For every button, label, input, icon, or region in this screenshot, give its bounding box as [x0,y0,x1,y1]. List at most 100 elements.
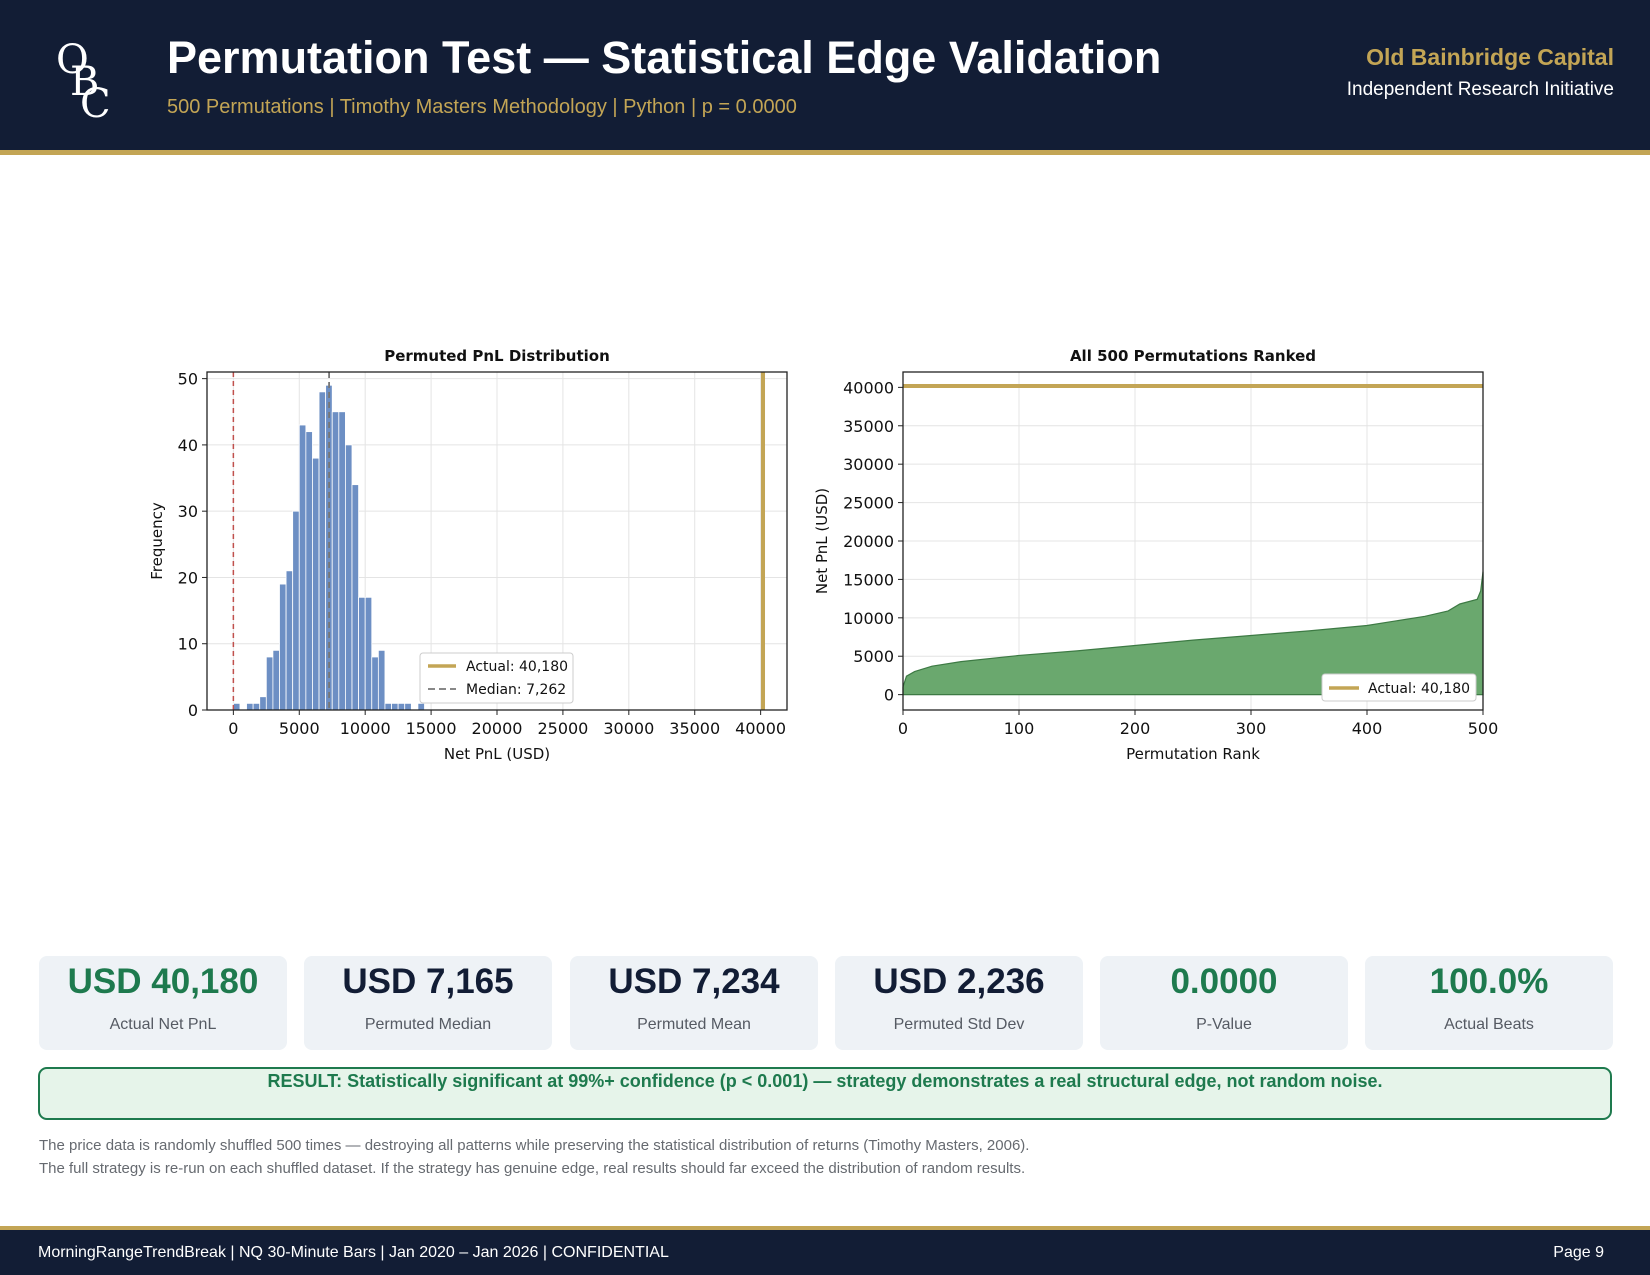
stat-label: Permuted Median [364,1016,492,1033]
stat-value: 100.0% [1429,962,1549,1001]
stat-card-actual-beats: 100.0% Actual Beats [1365,956,1613,1050]
result-banner [38,1067,1612,1120]
rank-y-tick-label: 25000 [843,494,894,513]
permuted-pnl-histogram: Permuted PnL Distribution 0 5000 10000 1500… [148,347,788,763]
hist-x-tick-label: 25000 [537,719,588,738]
hist-title: Permuted PnL Distribution [384,347,610,365]
histogram-bar [305,431,313,711]
rank-y-tick-label: 30000 [843,455,894,474]
stat-card-actual-net-pnl: USD 40,180 Actual Net PnL [39,956,287,1050]
stat-label: Actual Beats [1444,1016,1534,1033]
hist-x-tick-label: 0 [228,719,238,738]
stat-card-p-value: 0.0000 P-Value [1100,956,1348,1050]
logo-letter-b: B [70,59,100,105]
histogram-bar [331,411,340,711]
rank-x-tick-label: 200 [1120,719,1151,738]
obc-logo: O B C [50,37,120,124]
histogram-bar [272,649,280,711]
page-footer [0,1230,1650,1275]
histogram-bar [312,457,320,711]
ranked-pnl-area [902,571,1484,696]
rank-y-tick-label: 0 [884,686,894,705]
hist-y-tick-label: 30 [178,502,198,521]
histogram-bar [358,596,366,711]
stat-value: USD 40,180 [67,962,259,1001]
histogram-bar [417,702,425,711]
hist-y-tick-label: 10 [178,635,198,654]
histogram-bar [338,411,346,711]
histogram-bar [404,702,412,711]
page-header [0,0,1650,150]
histogram-bar [259,696,267,711]
rank-title: All 500 Permutations Ranked [1070,347,1316,365]
rank-legend: Actual: 40,180 [1321,673,1477,702]
histogram-bar [351,484,359,711]
footer-gold-rule [0,1226,1650,1230]
stat-card-permuted-median: USD 7,165 Permuted Median [304,956,552,1050]
hist-y-tick-label: 20 [178,568,198,587]
histogram-bar [371,656,379,711]
stat-label: Permuted Std Dev [893,1016,1025,1033]
hist-legend-median: Median: 7,262 [466,682,566,698]
hist-x-axis-label: Net PnL (USD) [444,745,550,763]
rank-y-tick-label: 5000 [853,647,894,666]
hist-x-tick-label: 40000 [735,719,786,738]
histogram-bar [364,596,373,711]
histogram-bar [232,702,241,711]
stat-value: 0.0000 [1170,962,1278,1001]
histogram-bar [285,570,294,711]
hist-y-tick-label: 40 [178,436,198,455]
methodology-note-2: The full strategy is re-run on each shuf… [39,1160,1026,1177]
rank-y-axis-label: Net PnL (USD) [813,488,831,594]
hist-x-tick-label: 5000 [279,719,320,738]
hist-legend: Actual: 40,180 Median: 7,262 [419,652,574,704]
page-number: Page 9 [1553,1244,1604,1261]
page-title: Permutation Test — Statistical Edge Vali… [167,32,1162,83]
histogram-bar [384,702,392,711]
histogram-bar [298,424,307,711]
rank-x-tick-label: 300 [1236,719,1267,738]
rank-y-tick-label: 15000 [843,570,894,589]
stat-value: USD 7,234 [608,962,780,1001]
stat-label: Permuted Mean [637,1016,751,1033]
histogram-bar [279,583,287,711]
hist-y-tick-label: 0 [188,701,198,720]
hist-x-tick-label: 20000 [472,719,523,738]
histogram-bar [252,702,261,711]
stat-label: Actual Net PnL [109,1016,217,1033]
header-gold-rule [0,150,1650,155]
rank-y-tick-label: 20000 [843,532,894,551]
histogram-bar [345,444,353,711]
stat-value: USD 2,236 [873,962,1045,1001]
rank-x-tick-label: 100 [1004,719,1035,738]
hist-x-tick-label: 35000 [669,719,720,738]
histogram-bar [397,702,406,711]
histogram-bar [391,702,399,711]
histogram-bar [292,510,300,711]
result-text: RESULT: Statistically significant at 99%… [267,1071,1383,1091]
brand-name: Old Bainbridge Capital [1366,44,1614,70]
hist-x-tick-label: 10000 [340,719,391,738]
hist-legend-actual: Actual: 40,180 [466,659,568,675]
stat-value: USD 7,165 [342,962,514,1001]
methodology-note-1: The price data is randomly shuffled 500 … [39,1137,1030,1154]
ranked-permutations-chart: All 500 Permutations Ranked 0 100 200 300 40… [813,347,1499,763]
hist-x-tick-label: 15000 [406,719,457,738]
logo-letter-o: O [56,37,89,83]
stat-card-permuted-mean: USD 7,234 Permuted Mean [570,956,818,1050]
stat-card-permuted-std-dev: USD 2,236 Permuted Std Dev [835,956,1083,1050]
histogram-bar [318,391,327,711]
rank-x-axis-label: Permutation Rank [1126,745,1260,763]
stat-label: P-Value [1196,1016,1252,1033]
rank-y-tick-label: 35000 [843,417,894,436]
rank-x-tick-label: 0 [898,719,908,738]
rank-y-tick-label: 10000 [843,609,894,628]
histogram-bar [377,649,386,711]
hist-x-tick-label: 30000 [603,719,654,738]
histogram-bar [265,656,274,711]
brand-tagline: Independent Research Initiative [1346,79,1614,100]
rank-x-tick-label: 500 [1468,719,1499,738]
rank-legend-actual: Actual: 40,180 [1368,681,1470,697]
footer-info: MorningRangeTrendBreak | NQ 30-Minute Ba… [38,1244,669,1261]
rank-x-tick-label: 400 [1352,719,1383,738]
